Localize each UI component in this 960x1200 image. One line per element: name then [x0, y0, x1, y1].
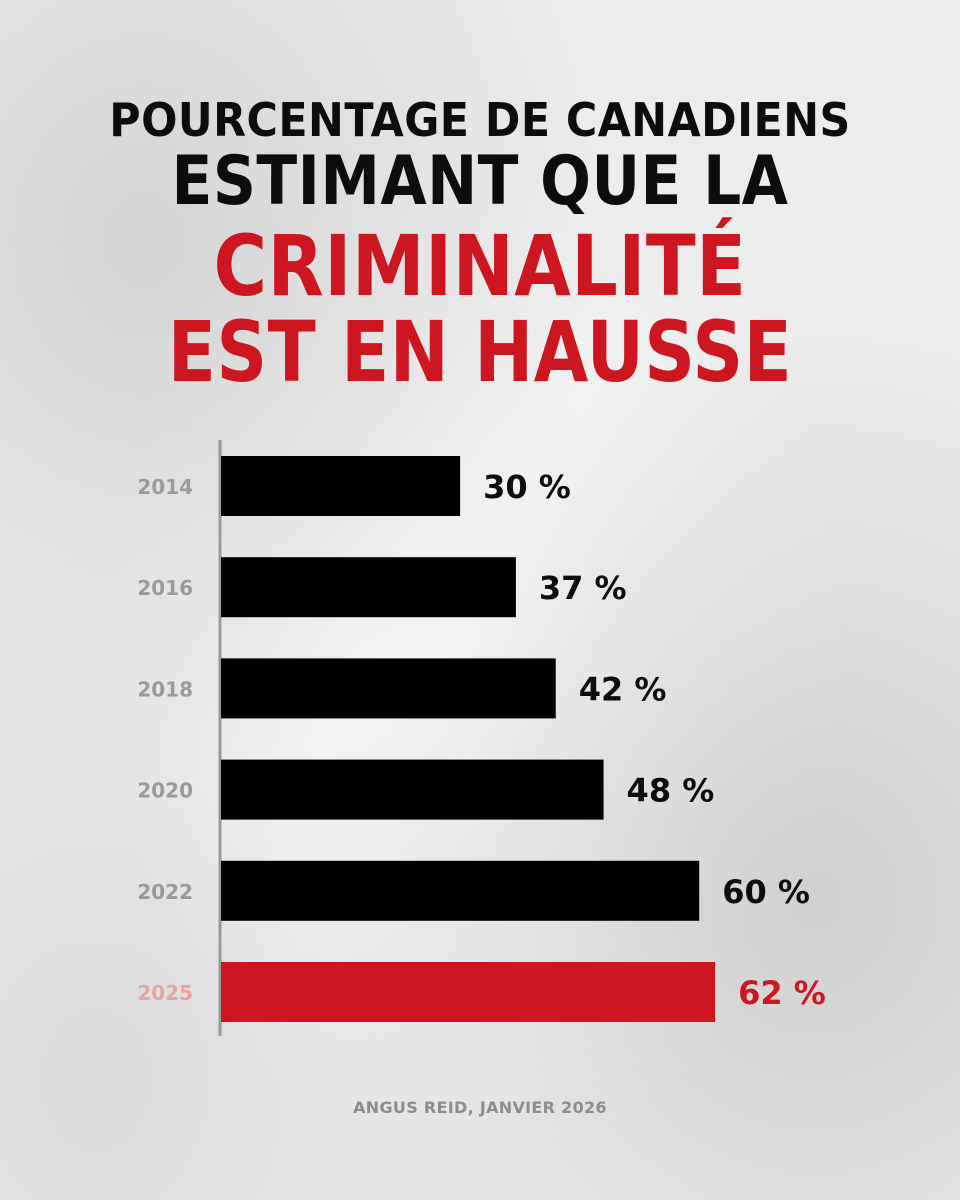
bar-2020 [221, 759, 604, 820]
year-label-2025: 2025 [137, 981, 193, 1005]
value-label-2022: 60 % [722, 873, 810, 911]
title-line-4-highlight: EST EN HAUSSE [167, 303, 793, 401]
year-label-2022: 2022 [137, 880, 193, 904]
value-label-2025: 62 % [738, 974, 826, 1012]
title-line-3-highlight: CRIMINALITÉ [213, 217, 747, 315]
bar-2018 [221, 658, 556, 719]
source-note: ANGUS REID, JANVIER 2026 [353, 1098, 607, 1117]
value-label-2018: 42 % [579, 670, 667, 708]
bar-2016 [221, 557, 516, 618]
year-label-2020: 2020 [137, 779, 193, 803]
value-label-2020: 48 % [627, 772, 715, 810]
year-label-2018: 2018 [137, 677, 193, 701]
title-line-1: POURCENTAGE DE CANADIENS [109, 93, 851, 147]
title-line-2: ESTIMANT QUE LA [171, 142, 789, 221]
bar-2022 [221, 860, 700, 921]
bar-2025 [221, 962, 716, 1022]
year-label-2016: 2016 [137, 576, 193, 600]
value-label-2016: 37 % [539, 569, 627, 607]
year-label-2014: 2014 [137, 475, 193, 499]
bar-2014 [221, 456, 461, 516]
value-label-2014: 30 % [483, 468, 571, 506]
